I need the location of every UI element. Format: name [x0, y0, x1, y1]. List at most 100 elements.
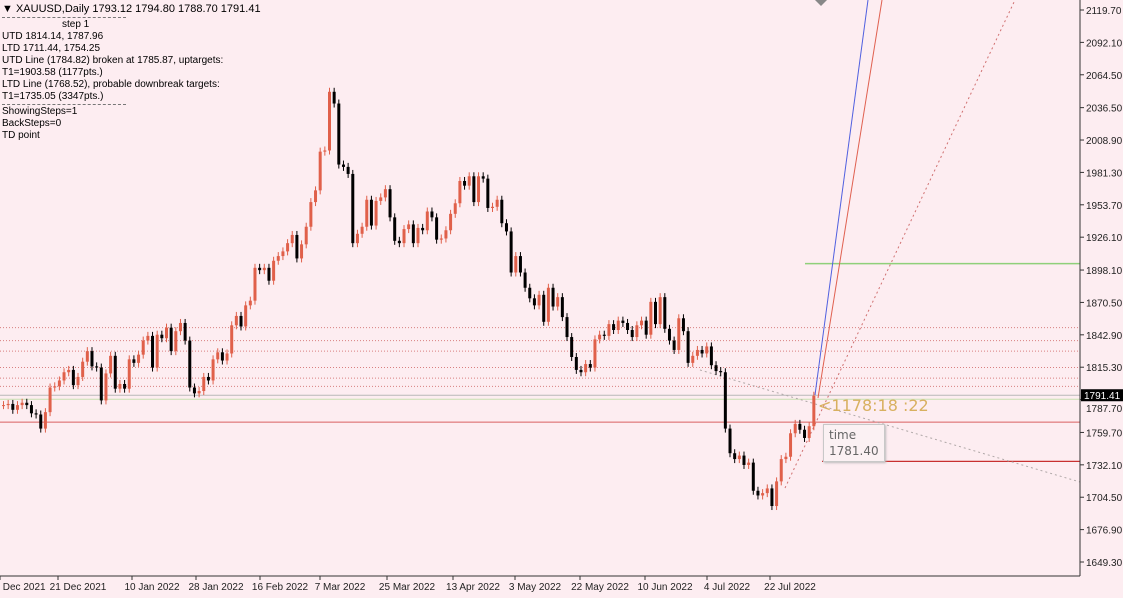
candle-body: [458, 180, 462, 204]
settings-line: ShowingSteps=1: [2, 106, 78, 117]
candle-body: [556, 297, 560, 307]
y-tick-label: 1981.30: [1086, 168, 1123, 179]
candle-body: [211, 359, 215, 381]
divider: [2, 17, 126, 18]
candle-body: [421, 227, 425, 231]
candle-body: [90, 351, 94, 367]
candle-body: [765, 488, 769, 494]
candle-body: [323, 150, 327, 152]
candle-body: [244, 305, 248, 327]
y-tick-label: 1870.50: [1086, 298, 1123, 309]
candle-body: [453, 203, 457, 214]
candle-body: [477, 176, 481, 203]
utd-trend-line: [699, 369, 1081, 483]
info-line: LTD 1711.44, 1754.25: [2, 43, 101, 54]
x-tick-label: 13 Apr 2022: [446, 582, 500, 593]
divider: [2, 104, 126, 105]
candle-body: [486, 178, 490, 208]
candle-body: [230, 325, 234, 354]
candle-body: [612, 324, 616, 331]
candle-body: [793, 423, 797, 434]
candle-body: [155, 334, 159, 368]
x-tick-label: 25 Mar 2022: [379, 582, 436, 593]
y-tick-label: 1842.90: [1086, 331, 1123, 342]
candle-body: [6, 403, 10, 406]
candle-body: [57, 380, 61, 387]
candle-body: [686, 331, 690, 363]
candle-body: [425, 211, 429, 231]
y-tick-label: 2064.50: [1086, 71, 1123, 82]
candle-body: [132, 359, 136, 363]
candle-body: [151, 335, 155, 368]
x-tick-label: 4 Jul 2022: [704, 582, 751, 593]
candle-body: [798, 423, 802, 430]
candle-body: [626, 322, 630, 331]
candle-body: [188, 340, 192, 388]
candle-body: [654, 301, 657, 325]
candle-body: [202, 376, 206, 392]
candle-body: [523, 272, 527, 288]
candle-body: [700, 349, 704, 354]
symbol-header: ▼ XAUUSD,Daily 1793.12 1794.80 1788.70 1…: [2, 3, 261, 15]
candle-body: [169, 327, 173, 352]
candle-body: [192, 387, 196, 394]
candle-body: [253, 267, 257, 301]
candle-body: [444, 230, 448, 239]
candle-body: [146, 335, 150, 341]
bar-timer: <1178:18 :22: [818, 396, 929, 415]
candle-body: [407, 224, 411, 230]
candle-body: [518, 256, 522, 273]
candle-body: [737, 455, 741, 460]
candle-body: [803, 429, 807, 438]
info-line: T1=1735.05 (3347pts.): [2, 91, 104, 102]
candle-body: [123, 383, 127, 389]
candle-body: [430, 211, 434, 218]
candle-body: [267, 267, 271, 281]
candle-body: [225, 353, 229, 361]
chart-shift-marker-icon: [815, 0, 827, 6]
candle-body: [15, 405, 19, 410]
x-tick-label: 10 Jan 2022: [124, 582, 179, 593]
candle-body: [649, 301, 653, 335]
candle-body: [630, 330, 634, 338]
candle-body: [104, 373, 108, 401]
candle-body: [593, 339, 597, 368]
candle-body: [784, 456, 788, 460]
candle-body: [309, 202, 313, 227]
candle-body: [644, 320, 648, 335]
candle-body: [300, 244, 304, 259]
candle-body: [449, 213, 453, 231]
candle-body: [328, 91, 331, 151]
candle-body: [206, 376, 210, 381]
candle-body: [607, 324, 611, 336]
y-tick-label: 1898.10: [1086, 266, 1123, 277]
candle-body: [262, 267, 266, 271]
candle-body: [39, 414, 43, 429]
candle-body: [71, 369, 75, 386]
candle-body: [141, 340, 145, 355]
candle-body: [439, 238, 443, 240]
candle-body: [598, 334, 602, 340]
candle-body: [388, 189, 392, 218]
candle-body: [416, 227, 420, 244]
candle-body: [742, 455, 746, 465]
candle-body: [640, 320, 644, 326]
x-tick-label: 16 Feb 2022: [252, 582, 309, 593]
y-tick-label: 1815.30: [1086, 363, 1123, 374]
candle-body: [789, 433, 793, 457]
candle-body: [318, 151, 322, 191]
x-tick-label: 22 Jul 2022: [764, 582, 816, 593]
crosshair-tooltip: time 1781.40: [823, 424, 885, 462]
candle-body: [239, 315, 243, 327]
y-tick-label: 2008.90: [1086, 136, 1123, 147]
candle-body: [276, 256, 280, 261]
candle-body: [807, 426, 811, 438]
candle-body: [99, 367, 103, 401]
info-line: step 1: [62, 19, 90, 30]
collapse-triangle-icon[interactable]: ▼: [2, 3, 16, 15]
info-line: T1=1903.58 (1177pts.): [2, 67, 103, 78]
candle-body: [53, 386, 57, 388]
candle-body: [463, 180, 467, 186]
candle-body: [761, 493, 765, 496]
